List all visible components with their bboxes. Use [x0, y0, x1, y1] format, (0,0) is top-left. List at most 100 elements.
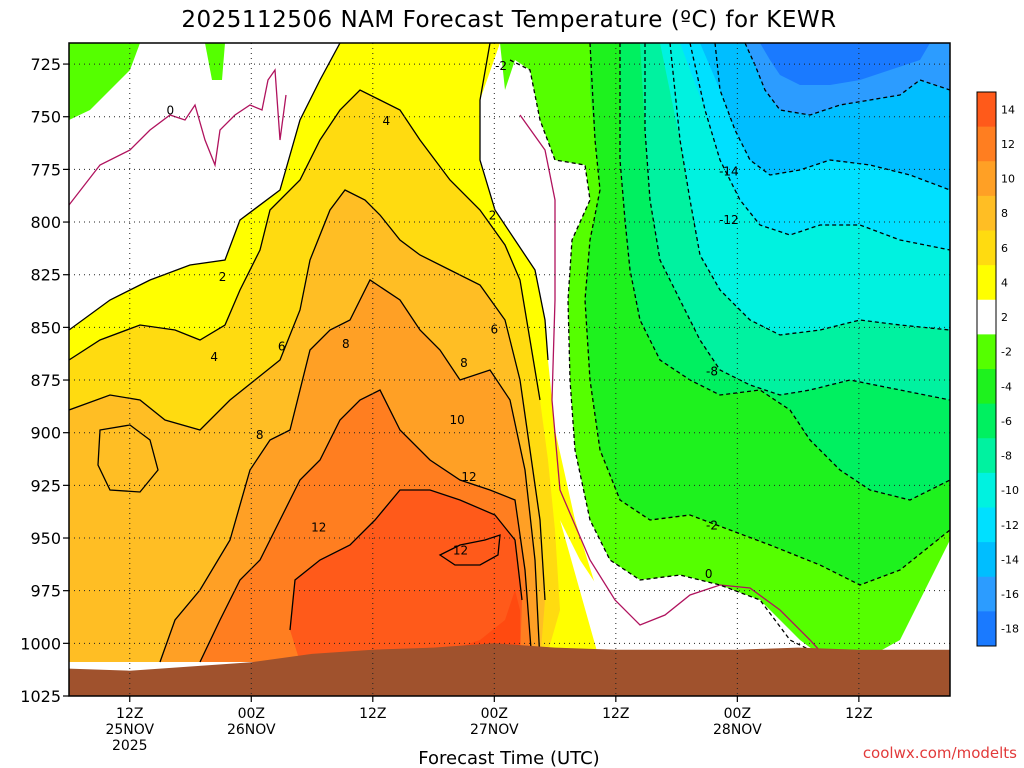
colorbar-label: 10: [1001, 173, 1015, 186]
y-tick-label: 725: [30, 55, 61, 74]
colorbar-swatch: [977, 438, 996, 474]
colorbar-label: -18: [1001, 623, 1019, 636]
x-tick-label: 12Z: [116, 706, 143, 722]
x-tick-label: 27NOV: [470, 722, 519, 738]
contour-label: -14: [719, 164, 739, 178]
colorbar-swatch: [977, 472, 996, 508]
contour-lines: [69, 43, 950, 663]
temperature-field: [69, 43, 950, 696]
colorbar-label: -6: [1001, 415, 1012, 428]
contour-minus10: [669, 43, 950, 336]
ground-surface: [69, 643, 950, 696]
x-tick-label: 00Z: [481, 706, 508, 722]
contour-labels: -2 0 4 -14 2 -12 2 6 8 6 4 8 -8 10 8 12 12 -2 12 0: [166, 59, 738, 581]
contour-label: 2: [489, 209, 497, 223]
contour-12: [289, 489, 523, 631]
x-tick-label: 12Z: [359, 706, 386, 722]
contour-0: [69, 68, 287, 206]
contour-label: 8: [460, 356, 468, 370]
y-tick-label: 925: [30, 476, 61, 495]
colorbar-label: -14: [1001, 553, 1019, 566]
contour-label: 12: [311, 520, 326, 534]
y-tick-label: 825: [30, 266, 61, 285]
y-tick-label: 750: [30, 108, 61, 127]
contour-minus4: [584, 43, 950, 586]
contour-label: 0: [705, 567, 713, 581]
colorbar: 14 12 10 8 6 4 2 -2 -4 -6 -8 -10 -12 -14 -16 -18: [976, 91, 1019, 647]
colorbar-swatch: [977, 265, 996, 301]
contour-0-front: [519, 114, 831, 663]
x-tick-label: 00Z: [724, 706, 751, 722]
colorbar-swatch: [977, 507, 996, 543]
contour-label: 8: [342, 337, 350, 351]
contour-minus8: [644, 43, 950, 401]
contour-label: 4: [210, 350, 218, 364]
colorbar-label: 4: [1001, 276, 1008, 289]
colorbar-label: 2: [1001, 311, 1008, 324]
colorbar-swatch: [977, 299, 996, 335]
contour-label: -2: [495, 59, 507, 73]
contour-label: 4: [382, 114, 390, 128]
region-minus2-upper-left-b: [205, 43, 225, 80]
contour-label: 2: [219, 270, 227, 284]
contour-minus14: [714, 43, 950, 191]
x-tick-label: 26NOV: [227, 722, 276, 738]
y-tick-label: 800: [30, 213, 61, 232]
colorbar-swatch: [977, 334, 996, 370]
contour-minus2: [509, 59, 861, 663]
contour-label: -12: [719, 213, 739, 227]
colorbar-label: 12: [1001, 138, 1015, 151]
x-tick-label: 25NOV: [105, 722, 154, 738]
contour-minus12: [689, 43, 950, 251]
grid-lines: [69, 43, 950, 696]
plot-frame: [68, 42, 951, 697]
y-tick-label: 1000: [20, 634, 61, 653]
y-tick-label: 950: [30, 529, 61, 548]
contour-label: 10: [450, 413, 465, 427]
contour-warm-left-patch: [97, 424, 159, 493]
contour-2: [69, 43, 341, 331]
x-tick-label: 12Z: [845, 706, 872, 722]
x-tick-label: 28NOV: [713, 722, 762, 738]
y-tick-label: 975: [30, 582, 61, 601]
contour-8: [159, 279, 541, 663]
colorbar-swatch: [977, 611, 996, 647]
contour-minus6: [619, 43, 950, 501]
colorbar-label: -2: [1001, 346, 1012, 359]
contour-6: [69, 189, 546, 601]
colorbar-swatch: [977, 369, 996, 405]
contour-minus16: [744, 43, 950, 116]
contour-label: 6: [278, 339, 286, 353]
colorbar-frame: [976, 91, 997, 647]
colorbar-swatch: [977, 576, 996, 612]
credit-link[interactable]: coolwx.com/modelts: [863, 744, 1017, 762]
x-tick-label: 12Z: [602, 706, 629, 722]
y-tick-label: 775: [30, 160, 61, 179]
region-freezing-band: [560, 520, 820, 662]
colorbar-label: 6: [1001, 242, 1008, 255]
colorbar-label: -16: [1001, 588, 1019, 601]
x-tick-label: 00Z: [238, 706, 265, 722]
contour-4: [69, 89, 541, 401]
colorbar-label: -4: [1001, 380, 1012, 393]
region-12: [290, 490, 522, 662]
contour-label: 12: [461, 470, 476, 484]
contour-label: 6: [490, 322, 498, 336]
region-minus2-upper-left: [69, 43, 140, 120]
contour-label: 8: [256, 428, 264, 442]
colorbar-swatch: [977, 126, 996, 162]
colorbar-label: 14: [1001, 103, 1015, 116]
colorbar-swatch: [977, 403, 996, 439]
x-axis-label: Forecast Time (UTC): [418, 748, 599, 768]
y-tick-label: 900: [30, 424, 61, 443]
x-tick-label: 2025: [112, 738, 148, 754]
colorbar-swatch: [977, 92, 996, 128]
colorbar-swatch: [977, 195, 996, 231]
y-axis-ticks: 725 750 775 800 825 850 875 900 925 950 975 1000 102…: [20, 55, 69, 706]
colorbar-swatch: [977, 542, 996, 578]
colorbar-swatch: [977, 230, 996, 266]
contour-label: -2: [706, 518, 718, 532]
contour-2-right: [479, 43, 549, 361]
contour-label: -8: [706, 365, 718, 379]
